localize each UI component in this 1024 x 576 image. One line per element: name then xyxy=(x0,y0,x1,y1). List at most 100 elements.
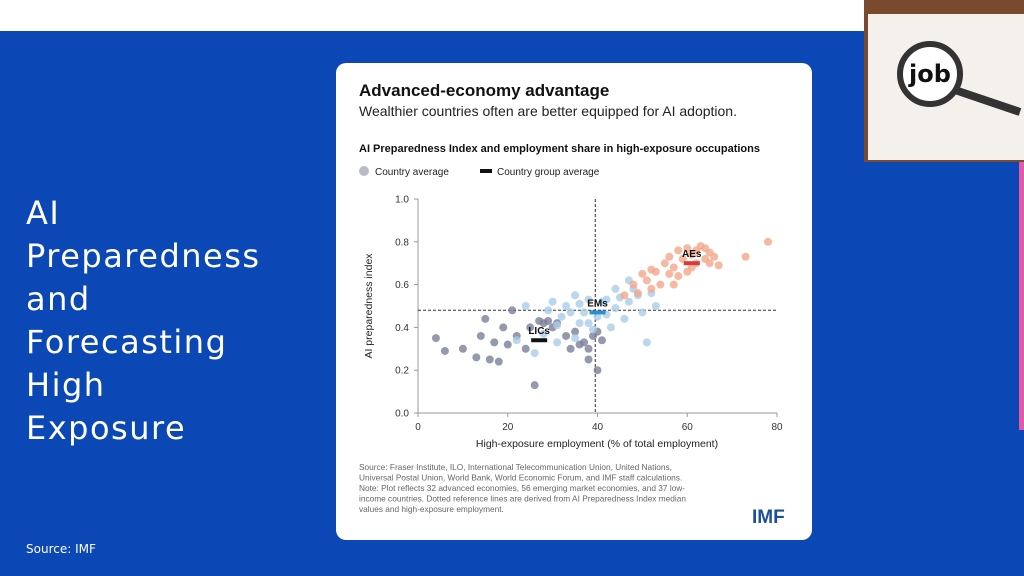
country-point xyxy=(593,312,602,321)
slide-title-line: High xyxy=(26,366,106,404)
country-point xyxy=(530,349,539,358)
country-point xyxy=(651,302,660,310)
country-point xyxy=(593,366,602,375)
country-point xyxy=(764,237,773,246)
country-point xyxy=(642,338,651,347)
slide-title-line: AI xyxy=(26,194,60,232)
group-average xyxy=(531,338,548,343)
country-point xyxy=(665,252,674,261)
y-tick-label: 0.8 xyxy=(395,237,409,248)
country-point xyxy=(562,302,571,310)
slide-title-line: and xyxy=(26,280,91,318)
country-point xyxy=(620,291,629,300)
x-axis-label: High-exposure employment (% of total emp… xyxy=(476,438,718,450)
slide-source: Source: IMF xyxy=(26,542,96,556)
slide-title-line: Forecasting xyxy=(26,323,227,361)
country-point xyxy=(660,259,669,268)
country-point xyxy=(521,302,530,310)
logo: IMF xyxy=(752,507,785,528)
country-point xyxy=(526,323,535,332)
country-point xyxy=(606,323,615,332)
country-point xyxy=(580,338,589,347)
country-point xyxy=(647,284,656,293)
y-tick-label: 0.4 xyxy=(395,323,409,334)
country-point xyxy=(575,299,584,308)
y-axis-label: AI preparedness index xyxy=(363,253,375,359)
country-point xyxy=(687,263,696,272)
chart-title: Advanced-economy advantage xyxy=(359,81,609,100)
country-point xyxy=(481,314,490,323)
photo-text: job xyxy=(908,60,951,88)
country-point xyxy=(584,355,593,364)
legend-marker xyxy=(359,166,369,176)
country-point xyxy=(683,244,692,253)
country-point xyxy=(508,306,517,315)
country-point xyxy=(521,344,530,353)
photo: job xyxy=(864,0,1024,162)
country-point xyxy=(544,316,553,325)
country-point xyxy=(458,344,467,353)
country-point xyxy=(494,357,503,366)
country-point xyxy=(431,334,440,343)
card xyxy=(336,63,812,540)
country-point xyxy=(566,308,575,317)
country-point xyxy=(597,336,606,345)
group-label: LICs xyxy=(528,326,550,337)
source-note: Universal Postal Union, World Bank, Worl… xyxy=(359,473,682,483)
country-point xyxy=(633,289,642,298)
legend-label: Country average xyxy=(375,167,449,178)
x-tick-label: 40 xyxy=(592,422,604,433)
y-tick-label: 0.0 xyxy=(395,409,409,420)
country-point xyxy=(674,246,683,255)
country-point xyxy=(562,331,571,340)
plot-title: AI Preparedness Index and employment sha… xyxy=(359,143,760,155)
x-tick-label: 80 xyxy=(771,422,783,433)
country-point xyxy=(584,344,593,353)
country-point xyxy=(499,323,508,332)
country-point xyxy=(584,319,593,328)
source-note: Source: Fraser Institute, ILO, Internati… xyxy=(359,462,672,472)
magnifier xyxy=(897,41,963,107)
group-label: EMs xyxy=(587,298,608,309)
country-point xyxy=(674,272,683,281)
country-point xyxy=(490,338,499,347)
country-point xyxy=(571,291,580,300)
country-point xyxy=(714,261,723,270)
country-point xyxy=(705,259,714,268)
legend-marker xyxy=(480,169,492,173)
country-point xyxy=(669,263,678,272)
country-point xyxy=(741,252,750,261)
country-point xyxy=(611,304,620,313)
x-tick-label: 60 xyxy=(682,422,694,433)
country-point xyxy=(656,280,665,289)
country-point xyxy=(571,327,580,336)
country-point xyxy=(620,314,629,323)
y-tick-label: 1.0 xyxy=(395,195,409,206)
slide-title-line: Exposure xyxy=(26,409,186,447)
country-point xyxy=(440,346,449,355)
country-point xyxy=(701,244,710,253)
country-point xyxy=(530,381,539,390)
y-tick-label: 0.6 xyxy=(395,280,409,291)
country-point xyxy=(553,338,562,347)
magnifier-handle xyxy=(953,86,1022,116)
x-tick-label: 20 xyxy=(502,422,514,433)
source-note: values and high-exposure employment. xyxy=(359,504,504,514)
slide-title: AI Preparedness and Forecasting High Exposure xyxy=(26,194,259,447)
country-point xyxy=(548,297,557,306)
country-point xyxy=(476,331,485,340)
country-point xyxy=(571,334,580,343)
country-point xyxy=(544,306,553,315)
country-point xyxy=(629,280,638,289)
country-point xyxy=(624,297,633,306)
chart-subtitle: Wealthier countries often are better equ… xyxy=(359,103,737,119)
country-point xyxy=(584,295,593,304)
accent-strip xyxy=(1019,160,1024,430)
country-point xyxy=(557,312,566,321)
source-note: income countries. Dotted reference lines… xyxy=(359,494,686,504)
country-point xyxy=(472,353,481,362)
country-point xyxy=(485,355,494,364)
country-point xyxy=(602,295,611,304)
group-label: AEs xyxy=(682,249,702,260)
